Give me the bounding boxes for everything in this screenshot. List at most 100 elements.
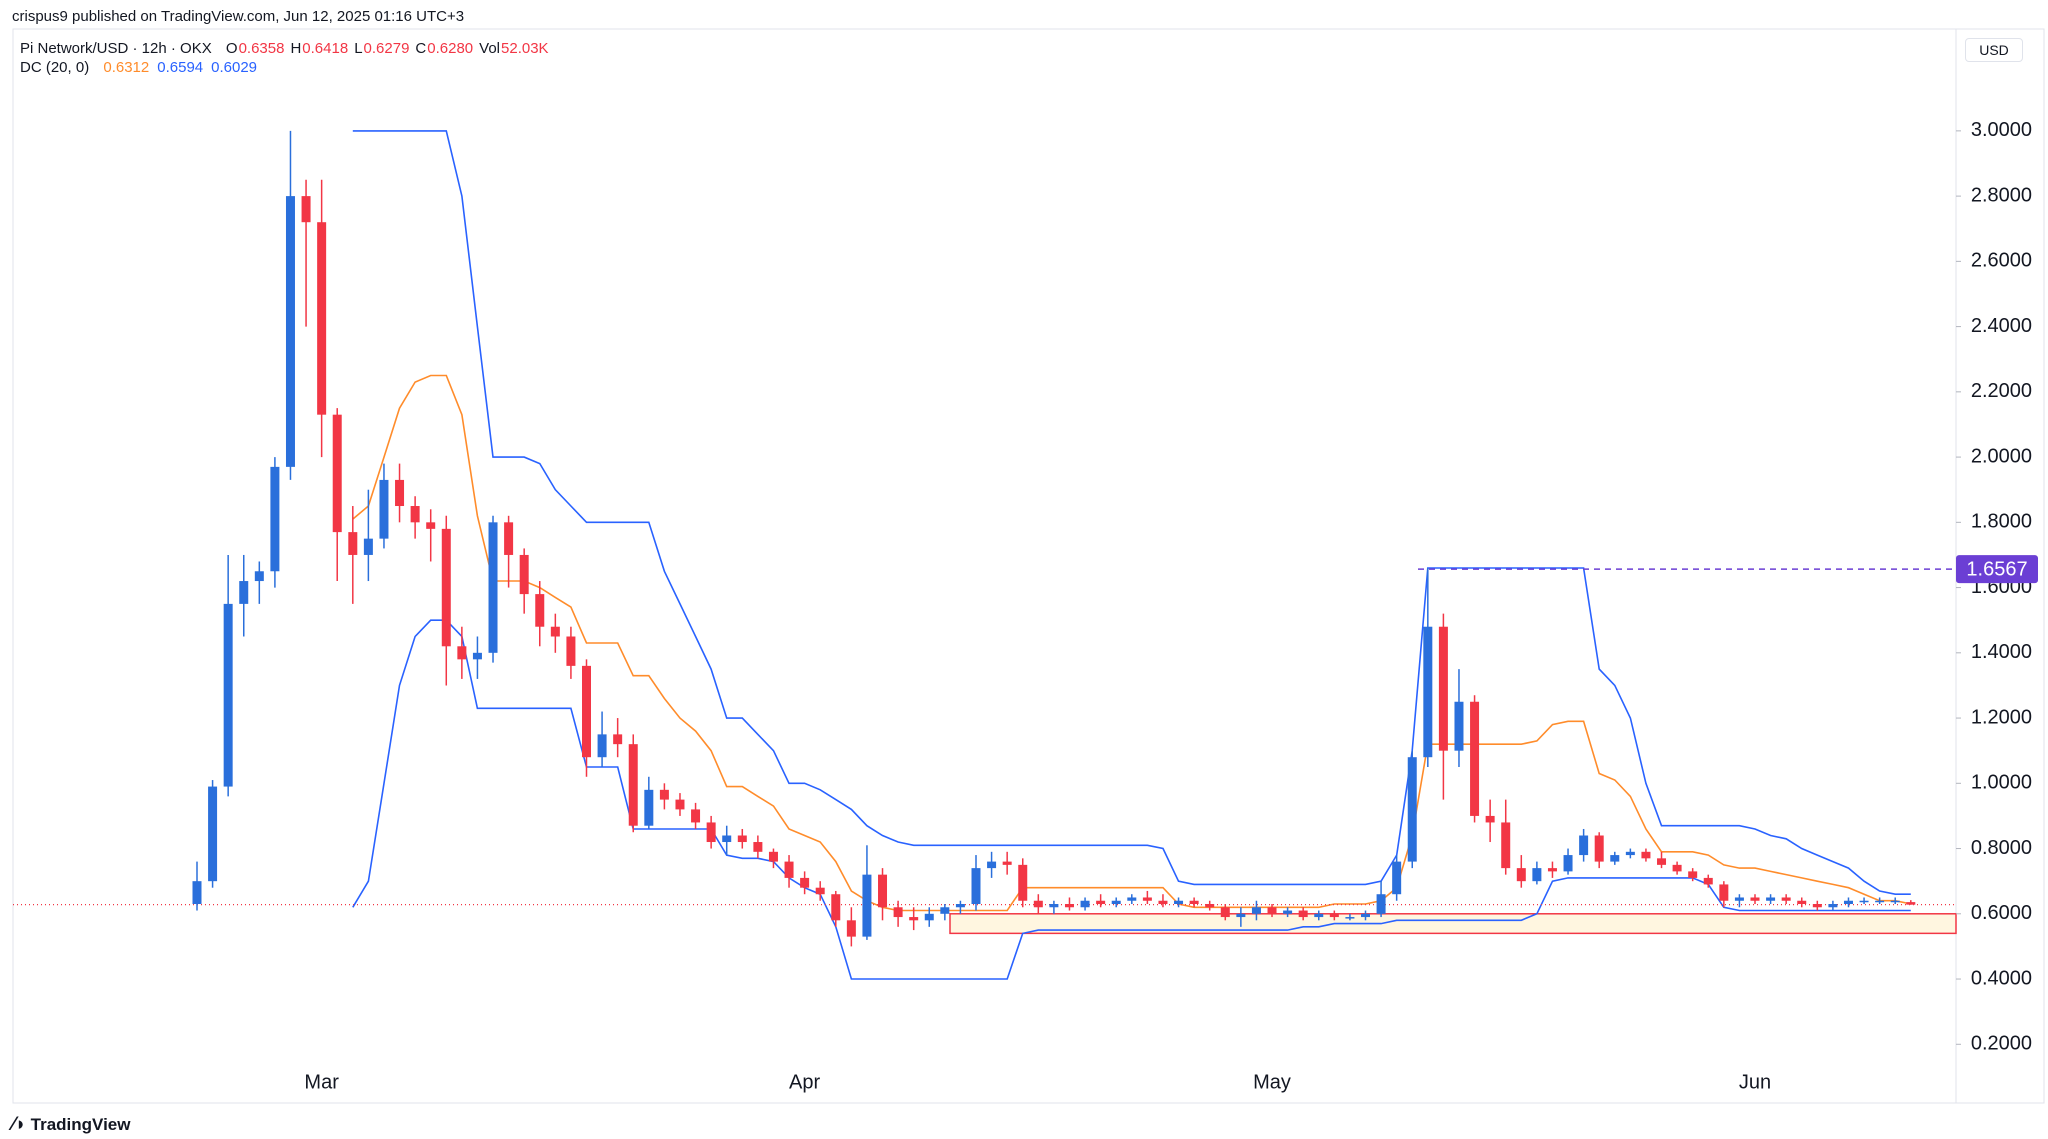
candle-body [441,528,451,647]
candle-body [1438,626,1448,751]
candle-body [1563,855,1573,872]
ohlc-label: H [290,40,302,57]
candle-body [1906,902,1916,905]
ohlc-value: 0.6279 [363,40,410,57]
channel-line [352,130,1911,895]
candle-body [1205,904,1215,908]
y-tick-label: 1.0000 [1971,772,2032,794]
candle-body [1470,701,1480,816]
brand-name: TradingView [30,1115,131,1134]
channel-line [352,374,1911,912]
candle-body [582,665,591,758]
candle-body [1392,861,1402,895]
candle-body [1361,913,1370,918]
y-tick-label: 2.6000 [1971,250,2032,272]
y-tick-label: 1.2000 [1971,706,2032,728]
candle-body [675,799,685,810]
candle-body [1843,900,1853,905]
candle-body [800,877,810,888]
candle-body [1298,910,1308,918]
candle-body [659,789,669,800]
candle-body [535,594,545,627]
candle-body [348,532,358,555]
candle-body [332,414,342,533]
candle-body [909,917,919,921]
candle-body [1345,917,1355,919]
candle-body [1750,897,1760,901]
candle-body [223,603,233,787]
candle-body [1096,900,1106,905]
candle-body [1734,897,1744,901]
candle-body [815,887,825,895]
candle-body [457,646,467,660]
candle-body [566,636,576,666]
y-tick-label: 0.2000 [1971,1033,2032,1055]
ohlc-label: C [415,40,427,57]
candle-body [1579,835,1589,856]
candle-body [504,522,514,555]
candle-body [1657,858,1667,865]
candle-body [1859,900,1869,903]
ohlc-label: Vol [479,40,501,57]
candle-body [1018,864,1028,901]
candle-body [940,907,950,914]
candle-body [550,626,560,637]
candle-body [613,734,623,745]
ohlc-label: O [225,40,238,57]
candle-body [192,881,202,905]
level-label: 1.6567 [1966,558,2027,580]
ohlc-value: 52.03K [501,40,549,57]
x-tick-label: Apr [789,1071,820,1093]
candle-body [1174,900,1184,905]
ohlc-value: 0.6280 [427,40,474,57]
candle-body [1251,907,1261,914]
candle-body [1828,904,1838,908]
x-tick-label: Jun [1739,1071,1771,1093]
candle-body [1376,894,1386,914]
y-tick-label: 2.0000 [1971,445,2032,467]
candle-body [1158,900,1168,905]
candle-body [1033,900,1043,908]
brand-logo: ⁄◗ [12,1114,27,1135]
candle-body [1641,851,1651,859]
candle-body [254,571,264,582]
ohlc-value: 0.6418 [302,40,349,57]
candle-body [1516,868,1526,882]
candle-body [846,920,856,937]
candle-body [363,538,373,555]
candle-body [1594,835,1604,862]
candle-body [1672,864,1682,872]
candle-body [597,734,607,758]
candle-body [1547,868,1557,872]
y-tick-label: 1.8000 [1971,511,2032,533]
candle-body [1423,626,1433,758]
x-tick-label: Mar [304,1071,339,1093]
candle-body [1501,822,1511,869]
candle-body [706,822,716,843]
candle-body [239,581,249,604]
candle-body [488,522,498,653]
candle-body [691,809,701,823]
candle-body [862,874,872,937]
indicator-value: 0.6312 [103,59,150,76]
candle-body [1236,913,1246,918]
candle-body [410,506,420,523]
candle-body [1703,877,1713,885]
candle-body [426,522,436,529]
candle-body [1314,913,1324,918]
candle-body [924,913,934,921]
candle-body [1719,884,1729,901]
candle-body [1111,900,1121,905]
indicator-value: 0.6029 [211,59,258,76]
level-label-box [1956,555,2038,584]
candle-body [208,786,218,882]
candle-body [1688,871,1698,878]
brand-footer: ⁄◗ TradingView [12,1114,130,1136]
candle-body [1142,897,1152,901]
currency-button[interactable]: USD [1965,38,2023,62]
candle-body [1485,815,1495,823]
candle-body [1610,855,1620,862]
candle-body [1267,907,1277,914]
